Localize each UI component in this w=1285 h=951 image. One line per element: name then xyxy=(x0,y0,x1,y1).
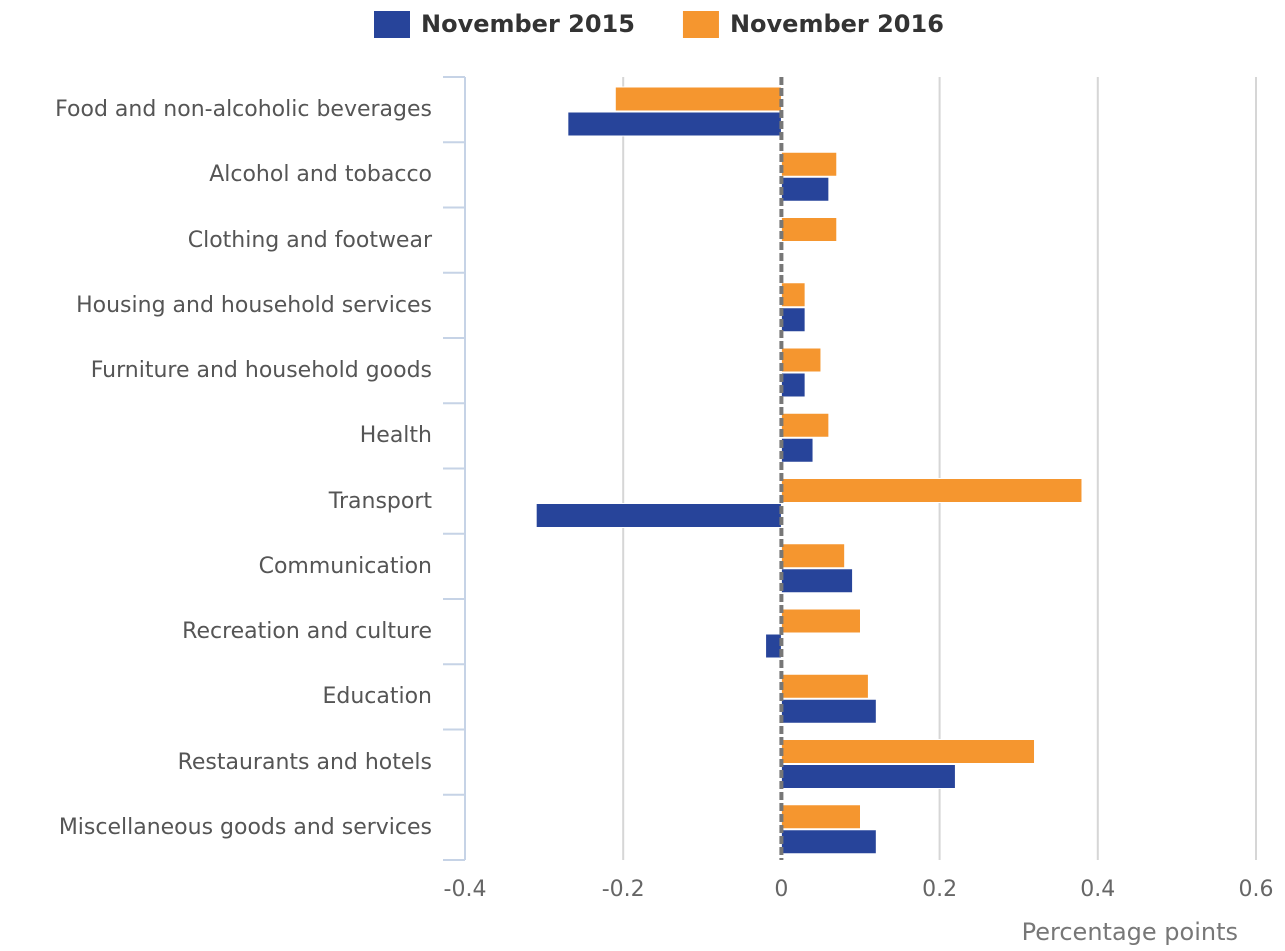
legend-label: November 2015 xyxy=(421,10,635,38)
bar xyxy=(780,698,877,724)
x-tick-label: 0 xyxy=(774,877,788,902)
bar xyxy=(780,176,830,202)
y-tick-label: Alcohol and tobacco xyxy=(209,162,432,188)
x-tick-label: -0.2 xyxy=(602,877,645,902)
bar xyxy=(780,739,1036,764)
bar xyxy=(780,412,830,438)
bar xyxy=(780,673,869,699)
y-tick-label: Housing and household services xyxy=(76,292,432,318)
legend-swatch xyxy=(374,11,410,38)
y-tick-label: Health xyxy=(359,423,432,449)
bar xyxy=(614,86,782,112)
y-tick-label: Restaurants and hotels xyxy=(177,749,432,775)
x-tick-label: 0.6 xyxy=(1239,877,1274,902)
bar xyxy=(780,217,838,242)
x-axis-label: Percentage points xyxy=(1022,918,1238,946)
y-tick-label: Transport xyxy=(328,488,432,514)
bar xyxy=(780,764,956,789)
bar xyxy=(780,829,877,855)
y-tick-label: Education xyxy=(322,684,432,710)
bar xyxy=(780,608,862,634)
y-tick-label: Furniture and household goods xyxy=(90,358,432,384)
bar xyxy=(780,478,1083,503)
bar xyxy=(780,568,854,594)
bar xyxy=(765,633,782,659)
x-tick-label: 0.4 xyxy=(1080,877,1115,902)
bar xyxy=(780,804,862,830)
x-tick-label: -0.4 xyxy=(444,877,487,902)
bar xyxy=(780,543,846,569)
bar xyxy=(780,307,806,333)
y-tick-label: Miscellaneous goods and services xyxy=(58,814,432,840)
bar xyxy=(780,282,806,308)
bar xyxy=(780,437,814,463)
bar xyxy=(535,503,782,528)
bar xyxy=(780,347,822,373)
y-tick-label: Clothing and footwear xyxy=(187,227,432,253)
bar xyxy=(780,372,806,398)
bar xyxy=(567,111,782,137)
legend-swatch xyxy=(682,11,719,38)
y-tick-label: Food and non-alcoholic beverages xyxy=(55,97,432,123)
y-tick-label: Recreation and culture xyxy=(182,619,432,645)
y-tick-label: Communication xyxy=(258,553,432,579)
bar xyxy=(780,151,838,177)
legend-label: November 2016 xyxy=(730,10,944,38)
x-tick-label: 0.2 xyxy=(922,877,957,902)
